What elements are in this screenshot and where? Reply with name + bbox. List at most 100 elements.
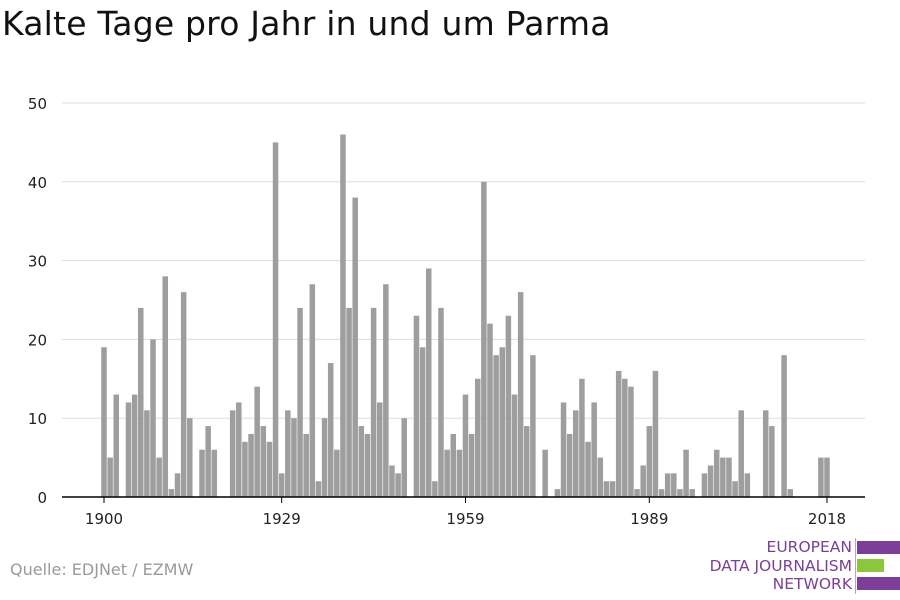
x-tick-label: 1900	[85, 510, 123, 528]
edjnet-logo: EUROPEAN DATA JOURNALISM NETWORK	[710, 538, 900, 594]
chart-title: Kalte Tage pro Jahr in und um Parma	[2, 4, 611, 43]
y-tick-label: 20	[28, 331, 47, 349]
bar-1983	[609, 481, 616, 497]
x-tick-label: 2018	[808, 510, 846, 528]
bar-1951	[413, 315, 420, 497]
logo-text: EUROPEAN DATA JOURNALISM NETWORK	[710, 538, 852, 594]
bar-1957	[450, 433, 456, 497]
bar-1970	[530, 355, 536, 497]
bar-2000	[713, 449, 720, 497]
bar-1976	[566, 433, 573, 497]
bar-1966	[505, 315, 512, 497]
bar-1929	[278, 473, 285, 497]
bar-1912	[174, 473, 181, 497]
bar-1986	[628, 386, 634, 497]
bar-1917	[205, 426, 211, 497]
bar-1907	[144, 410, 150, 497]
bar-1963	[487, 323, 493, 497]
bar-1982	[603, 481, 610, 497]
bar-2002	[726, 457, 732, 497]
bar-1968	[517, 292, 524, 497]
bar-1995	[683, 449, 689, 497]
bar-1943	[364, 433, 371, 497]
bar-1965	[499, 347, 506, 497]
bar-2012	[787, 489, 793, 497]
bar-1972	[542, 449, 548, 497]
bar-1988	[640, 465, 646, 497]
bar-1952	[419, 347, 426, 497]
bar-1944	[370, 307, 377, 497]
bar-2004	[738, 410, 744, 497]
y-tick-label: 10	[28, 410, 47, 428]
bar-1977	[573, 410, 579, 497]
bar-1980	[591, 402, 597, 497]
bar-1904	[125, 402, 132, 497]
bar-1913	[180, 292, 187, 497]
bar-1998	[701, 473, 708, 497]
bar-1979	[585, 441, 591, 497]
y-tick-label: 30	[28, 253, 47, 271]
bar-1994	[677, 489, 683, 497]
bar-1962	[481, 181, 487, 498]
bar-1914	[187, 418, 193, 497]
bar-1991	[658, 489, 665, 497]
bars	[101, 134, 830, 498]
bar-1901	[107, 457, 113, 497]
logo-bar-top	[857, 541, 900, 554]
logo-line-2: DATA JOURNALISM	[709, 556, 852, 575]
y-tick-label: 50	[28, 95, 47, 113]
bar-1936	[321, 418, 328, 497]
bar-1955	[438, 307, 444, 497]
bar-1959	[462, 394, 469, 497]
bar-1910	[162, 276, 169, 497]
bar-1911	[168, 489, 175, 497]
bar-1927	[266, 441, 273, 497]
bar-1989	[646, 426, 653, 497]
gridlines	[62, 102, 865, 419]
bar-2001	[720, 457, 726, 497]
bar-1933	[303, 433, 309, 497]
bar-1906	[138, 307, 144, 497]
bar-2011	[781, 355, 787, 497]
bar-1992	[664, 473, 671, 497]
x-tick-label: 1989	[630, 510, 668, 528]
bar-1978	[579, 378, 585, 497]
bar-1987	[634, 489, 640, 497]
bar-1935	[315, 481, 322, 497]
bar-1941	[352, 197, 358, 497]
bar-1946	[383, 284, 389, 497]
bar-1981	[597, 457, 604, 497]
bar-2008	[762, 410, 769, 497]
bar-1902	[113, 394, 120, 497]
x-tick-label: 1959	[446, 510, 484, 528]
source-note: Quelle: EDJNet / EZMW	[10, 560, 194, 579]
logo-line-1: EUROPEAN	[766, 538, 852, 556]
bar-1939	[340, 134, 346, 497]
bar-1916	[199, 449, 205, 497]
bar-1985	[622, 378, 628, 497]
bar-1908	[150, 339, 156, 497]
bar-1923	[242, 441, 248, 497]
logo-bar-middle	[857, 559, 884, 572]
bar-1940	[346, 307, 352, 497]
bar-1905	[131, 394, 138, 497]
bar-1964	[493, 355, 499, 497]
bar-1934	[309, 284, 316, 497]
bar-2009	[769, 426, 775, 497]
bar-1930	[285, 410, 291, 497]
bar-1961	[475, 378, 481, 497]
bar-1909	[156, 457, 162, 497]
y-axis-ticks: 0 10 20 30 40 50	[28, 95, 47, 507]
x-axis-ticks: 1900 1929 1959 1989 2018	[85, 497, 846, 528]
bar-1928	[272, 142, 279, 497]
bar-1924	[248, 433, 254, 497]
bar-1900	[101, 347, 107, 497]
bar-1953	[425, 268, 432, 497]
bar-1918	[211, 449, 218, 497]
bar-1942	[358, 426, 365, 497]
bar-2018	[824, 457, 830, 497]
y-tick-label: 40	[28, 174, 47, 192]
bar-1921	[229, 410, 236, 497]
bar-1990	[652, 370, 659, 497]
